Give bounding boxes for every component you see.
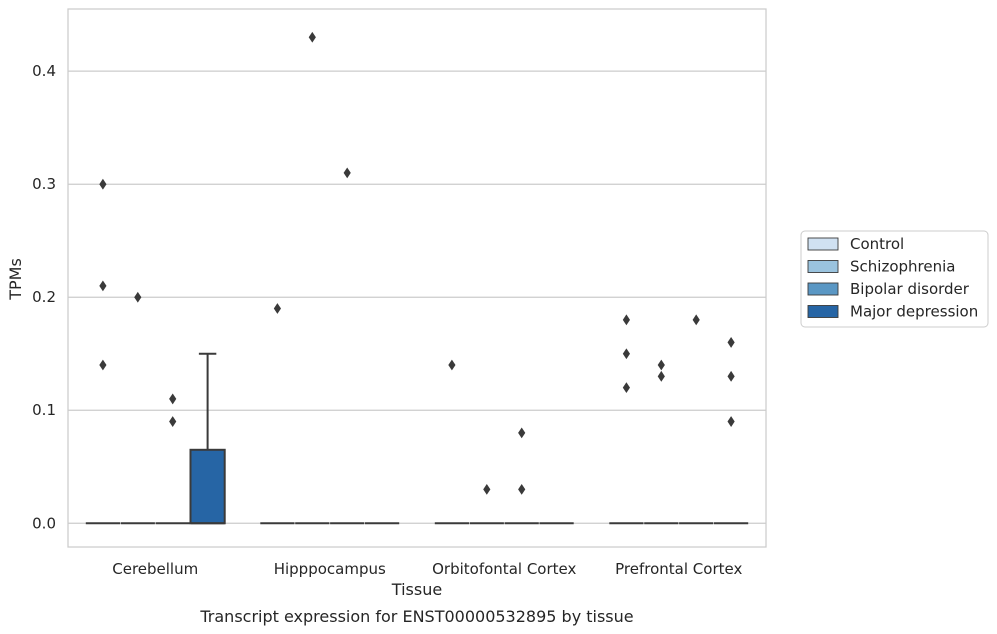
series-1 [120, 31, 679, 525]
x-tick-label: Orbitofontal Cortex [432, 560, 576, 578]
legend-swatch [807, 260, 839, 273]
legend: Control Schizophrenia Bipolar disorder Majo… [800, 230, 989, 328]
outlier-point [99, 178, 107, 190]
y-tick-label: 0.2 [32, 288, 56, 306]
outlier-point [622, 348, 630, 360]
outlier-point [727, 337, 735, 348]
y-tick-labels: 0.0 0.1 0.2 0.3 0.4 [32, 62, 56, 532]
outlier-point [343, 167, 351, 179]
legend-swatch [807, 305, 839, 318]
series-3 [189, 337, 749, 525]
axes-frame [67, 8, 767, 548]
outlier-point [134, 291, 142, 303]
outlier-point [448, 359, 456, 371]
y-tick-label: 0.3 [32, 175, 56, 193]
y-tick-label: 0.1 [32, 401, 56, 419]
legend-frame [800, 230, 989, 328]
outlier-point [657, 359, 665, 371]
outlier-point [518, 483, 526, 495]
y-tick-label: 0.0 [32, 514, 56, 532]
legend-label: Schizophrenia [850, 258, 955, 276]
x-axis-label: Tissue [391, 580, 442, 599]
legend-label: Control [850, 235, 904, 253]
outlier-point [692, 314, 700, 326]
plot-area [85, 31, 749, 525]
x-tick-labels: Cerebellum Hipppocampus Orbitofontal Corte… [112, 560, 742, 578]
legend-label: Major depression [850, 303, 978, 321]
y-tick-label: 0.4 [32, 62, 56, 80]
outlier-point [622, 314, 630, 326]
series-2 [155, 167, 714, 525]
y-axis-label: TPMs [6, 258, 25, 301]
outlier-point [99, 359, 107, 371]
outlier-point [727, 370, 735, 382]
x-tick-label: Hipppocampus [274, 560, 386, 578]
series-0 [85, 178, 644, 525]
outlier-point [727, 416, 735, 427]
outlier-point [99, 280, 107, 292]
x-tick-label: Cerebellum [112, 560, 198, 578]
chart-title: Transcript expression for ENST0000053289… [199, 607, 633, 626]
outlier-point [169, 416, 177, 427]
legend-label: Bipolar disorder [850, 280, 970, 298]
gridlines [68, 70, 766, 524]
outlier-point [657, 370, 665, 382]
outlier-point [622, 382, 630, 394]
outlier-point [518, 427, 526, 439]
outlier-point [308, 31, 316, 43]
box [189, 448, 226, 525]
outlier-point [169, 393, 177, 405]
outlier-point [483, 483, 491, 495]
legend-swatch [807, 282, 839, 296]
outlier-point [273, 303, 281, 314]
x-tick-label: Prefrontal Cortex [615, 560, 742, 578]
legend-swatch [807, 237, 839, 251]
